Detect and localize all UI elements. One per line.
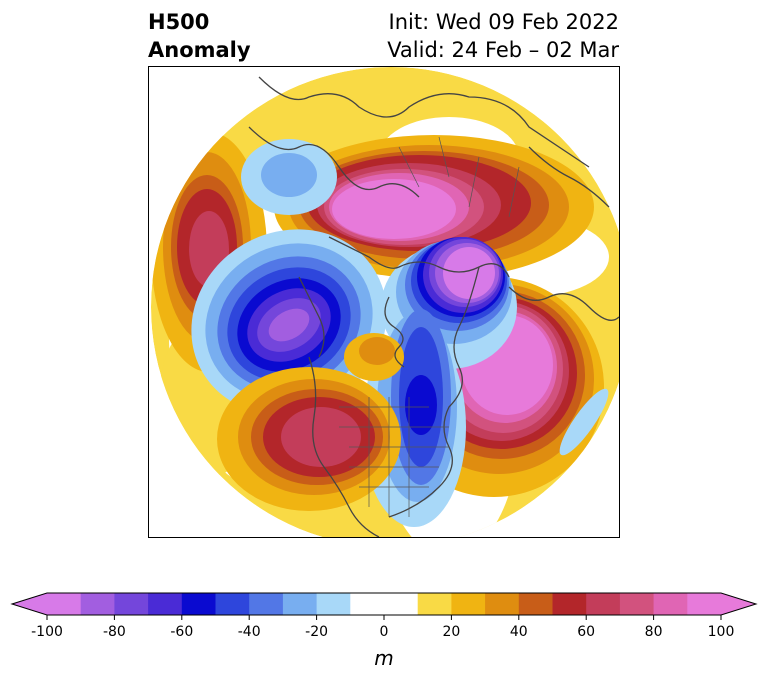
anomaly-field (151, 67, 619, 537)
colorbar-segment (350, 593, 385, 615)
title-variable: H500 (148, 10, 210, 34)
colorbar-tick-label: -80 (102, 624, 126, 640)
colorbar-segment (316, 593, 351, 615)
colorbar-segment (653, 593, 688, 615)
positive-anomaly-arctic (274, 135, 594, 279)
colorbar-segment (80, 593, 115, 615)
colorbar-segment (114, 593, 149, 615)
colorbar-tick-label: -100 (31, 624, 63, 640)
chart-title-right: Init: Wed 09 Feb 2022 Valid: 24 Feb – 02… (387, 8, 619, 64)
colorbar-tick-label: -20 (305, 624, 329, 640)
colorbar-segment (215, 593, 250, 615)
chart-title-left: H500 Anomaly (148, 8, 251, 64)
negative-anomaly-small (559, 388, 609, 456)
colorbar-segment (451, 593, 486, 615)
colorbar-tick-label: 20 (442, 624, 461, 640)
anomaly-map-svg (151, 67, 619, 537)
borders (339, 136, 520, 517)
colorbar-segment (552, 593, 587, 615)
colorbar-extend-high (721, 593, 756, 615)
colorbar-ticks: -100 -80 -60 -40 -20 0 20 40 60 80 100 (0, 624, 768, 644)
colorbar-segment (586, 593, 621, 615)
colorbar-tick-label: 60 (577, 624, 596, 640)
negative-anomaly-asia (191, 229, 387, 415)
positive-anomaly-center (344, 333, 404, 381)
colorbar-tick-label: 40 (509, 624, 528, 640)
colorbar (10, 592, 758, 620)
colorbar-segment (181, 593, 216, 615)
colorbar-tick-label: -40 (237, 624, 261, 640)
init-time-label: Init: Wed 09 Feb 2022 (388, 10, 619, 34)
negative-anomaly-canada (381, 237, 517, 369)
negative-anomaly-northeast (241, 139, 337, 215)
colorbar-segment (282, 593, 318, 615)
colorbar-tick-label: -60 (170, 624, 194, 640)
valid-time-label: Valid: 24 Feb – 02 Mar (387, 38, 619, 62)
colorbar-segment (518, 593, 553, 615)
colorbar-segment (47, 593, 82, 615)
colorbar-segment (417, 593, 452, 615)
colorbar-segment (619, 593, 655, 615)
colorbar-tick-label: 80 (644, 624, 663, 640)
colorbar-tick-label: 100 (707, 624, 735, 640)
colorbar-tick-label: 0 (379, 624, 389, 640)
title-anomaly: Anomaly (148, 38, 251, 62)
colorbar-extend-low (12, 593, 47, 615)
colorbar-unit-label: m (374, 646, 394, 670)
positive-anomaly-west-us (217, 367, 401, 511)
colorbar-segment (384, 593, 419, 615)
colorbar-segment (249, 593, 284, 615)
colorbar-segment (687, 593, 722, 615)
coastlines (248, 76, 619, 537)
anomaly-map (148, 66, 620, 538)
colorbar-segment (485, 593, 520, 615)
colorbar-segment (148, 593, 183, 615)
